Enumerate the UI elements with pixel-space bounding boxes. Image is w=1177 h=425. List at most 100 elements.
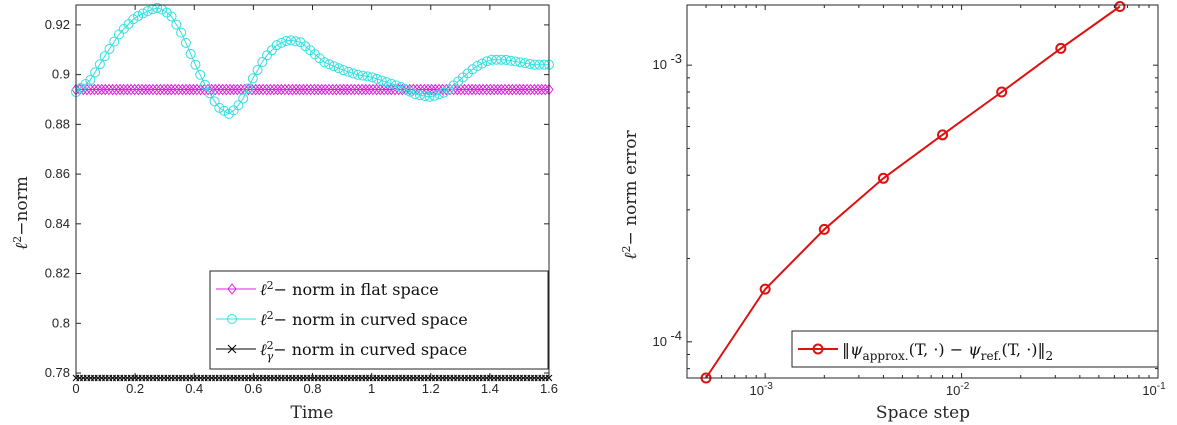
series-2-point: [419, 91, 430, 102]
legend-error-norm-sub: 2: [1046, 349, 1054, 363]
series-2-point: [85, 74, 96, 85]
series-1-point: [276, 83, 286, 96]
series-1-point: [504, 83, 514, 96]
series-1-point: [214, 83, 224, 96]
series-2-point: [271, 40, 282, 51]
series-1-point: [507, 83, 517, 96]
series-2-point: [247, 73, 258, 84]
series-2-point: [534, 59, 545, 70]
series-1-point: [471, 83, 481, 96]
chart-left: 0 0.2 0.4 0.6 0.8 1 1.2 1.4 1.6 0.78 0.8 0.82 0.84 0.…: [11, 2, 558, 423]
series-1-point: [485, 83, 495, 96]
series-1-point: [229, 83, 239, 96]
series-1-point: [493, 83, 503, 96]
series-2-point: [252, 65, 263, 76]
series-2-point: [429, 90, 440, 101]
series-2-point: [367, 72, 378, 83]
error-series-line: [705, 5, 1121, 379]
series-1-point: [331, 83, 341, 96]
series-1-point: [368, 83, 378, 96]
chart-left-ytick-label: 0.92: [45, 17, 70, 32]
chart-left-axes: 0 0.2 0.4 0.6 0.8 1 1.2 1.4 1.6 0.78 0.8 0.82 0.84 0.…: [45, 4, 558, 396]
chart-left-xtick-label: 0.2: [126, 381, 144, 396]
series-2-point: [109, 36, 120, 47]
error-series-point: [1114, 0, 1126, 12]
series-1-point: [152, 83, 162, 96]
series-1-point: [361, 83, 371, 96]
series-2-point: [204, 88, 215, 99]
series-1-point: [177, 83, 187, 96]
series-1-point: [199, 83, 209, 96]
series-1-point: [529, 83, 539, 96]
series-1-point: [353, 83, 363, 96]
series-1-point: [159, 83, 169, 96]
legend-curved-text: − norm in curved space: [274, 310, 468, 329]
series-1-point: [133, 83, 143, 96]
chart-left-xtick-label: 1.6: [540, 381, 558, 396]
legend-gamma-x-marker: [227, 344, 237, 354]
chart-left-ytick-label: 0.84: [45, 216, 70, 231]
series-1-point: [518, 83, 528, 96]
series-1-point: [324, 83, 334, 96]
series-1-point: [309, 83, 319, 96]
series-1-point: [148, 83, 158, 96]
series-1-point: [247, 83, 257, 96]
series-1-point: [251, 83, 261, 96]
series-1-point: [295, 83, 305, 96]
error-series: [700, 0, 1126, 384]
series-1-point: [478, 83, 488, 96]
series-2-point: [94, 59, 105, 70]
legend-error-label: ‖ψapprox.(T, ·) − ψref.(T, ·)‖2: [842, 340, 1053, 363]
series-1-point: [390, 83, 400, 96]
series-1-point: [302, 83, 312, 96]
series-2-point: [209, 96, 220, 107]
series-1-point: [489, 83, 499, 96]
series-2-point: [481, 56, 492, 67]
chart-right-xtick-exponent: -2: [960, 381, 969, 392]
series-2-point: [200, 79, 210, 90]
series-1-point: [357, 83, 367, 96]
series-2-point: [195, 69, 206, 80]
chart-right-ytick-exponent: -4: [670, 328, 682, 343]
series-1-point: [460, 83, 470, 96]
chart-right-xtick-exponent: -3: [764, 381, 773, 392]
series-1-point: [364, 83, 374, 96]
series-1-point: [298, 83, 308, 96]
series-1-point: [188, 83, 198, 96]
series-2-point: [343, 66, 354, 77]
series-2-point: [243, 83, 253, 94]
series-1-point: [262, 83, 272, 96]
series-2-point: [333, 63, 344, 74]
chart-left-ytick-label: 0.88: [45, 116, 70, 131]
error-series-point: [996, 86, 1008, 98]
series-1-point: [313, 83, 323, 96]
series-2: [71, 2, 554, 119]
legend-error-circle-marker: [812, 343, 824, 355]
legend-flat-label: ℓ2− norm in flat space: [260, 279, 439, 299]
series-1-point: [122, 83, 132, 96]
series-2-point: [104, 43, 115, 54]
chart-right-ylabel: ℓ2− norm error: [620, 130, 641, 260]
series-1-point: [166, 83, 176, 96]
series-2-point: [491, 54, 502, 65]
series-2-point: [477, 58, 488, 69]
chart-left-ylabel: ℓ2−norm: [11, 176, 32, 250]
series-1-point: [225, 83, 235, 96]
series-2-point: [486, 54, 497, 65]
legend-flat-diamond-marker: [227, 283, 237, 295]
legend-curved-label: ℓ2− norm in curved space: [260, 309, 468, 329]
chart-left-ytick-label: 0.8: [52, 315, 70, 330]
series-2-point: [505, 55, 516, 66]
series-1: [71, 83, 554, 96]
legend-curved-circle-marker: [227, 314, 237, 324]
series-1-point: [185, 83, 195, 96]
series-1-point: [130, 83, 140, 96]
error-series-point: [759, 283, 771, 295]
series-1-point: [463, 83, 473, 96]
series-2-point: [501, 54, 511, 65]
series-1-point: [452, 83, 462, 96]
series-2-point: [276, 37, 287, 48]
chart-left-legend: ℓ2− norm in flat space ℓ2− norm in curve…: [209, 270, 549, 370]
chart-left-ytick-label: 0.78: [45, 365, 70, 380]
legend-entry-gamma: ℓ2 γ− norm in curved space: [216, 339, 467, 363]
